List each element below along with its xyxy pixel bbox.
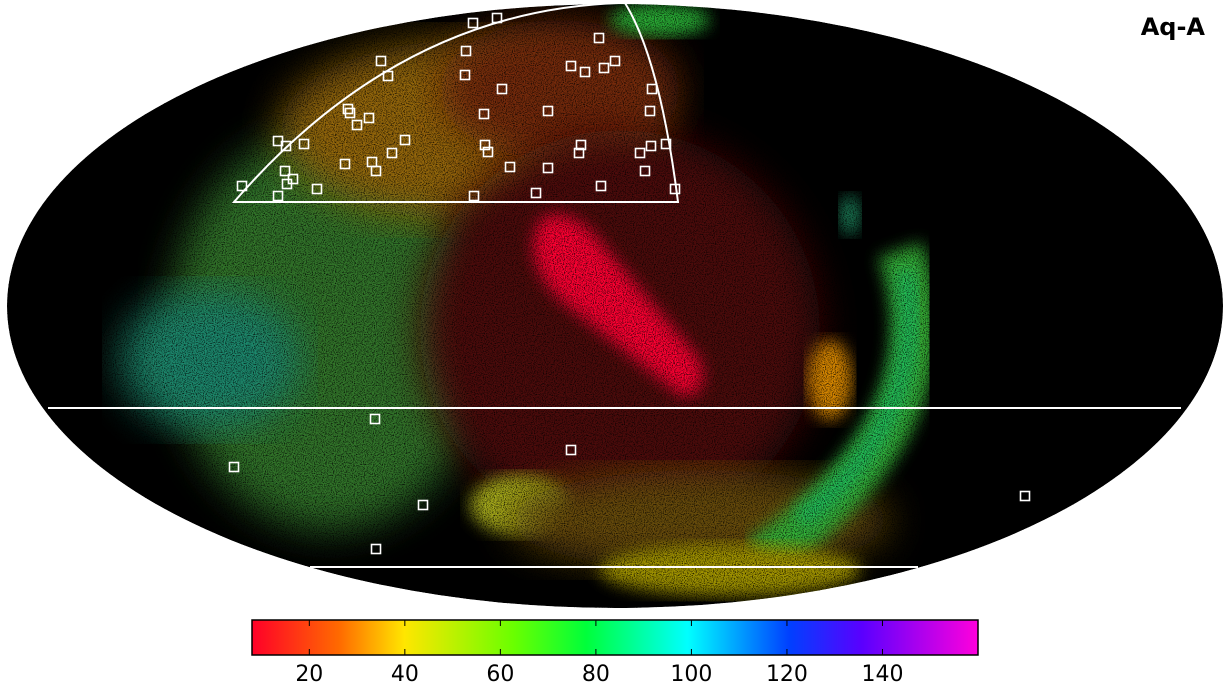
colorbar-tick-label: 120 bbox=[766, 662, 808, 687]
panel-title: Aq-A bbox=[1141, 13, 1206, 41]
colorbar bbox=[252, 620, 978, 655]
colorbar-tick-label: 100 bbox=[670, 662, 712, 687]
colorbar-tick-label: 60 bbox=[486, 662, 514, 687]
figure: Aq-A 20 40 60 80 100 120 140 bbox=[0, 0, 1223, 689]
sky-map bbox=[0, 0, 1223, 620]
colorbar-tick-label: 140 bbox=[861, 662, 903, 687]
page: {"chart_data": {"type": "heatmap", "titl… bbox=[0, 0, 1223, 689]
colorbar-tick-label: 20 bbox=[295, 662, 323, 687]
colorbar-tick-label: 40 bbox=[391, 662, 419, 687]
colorbar-tick-label: 80 bbox=[582, 662, 610, 687]
